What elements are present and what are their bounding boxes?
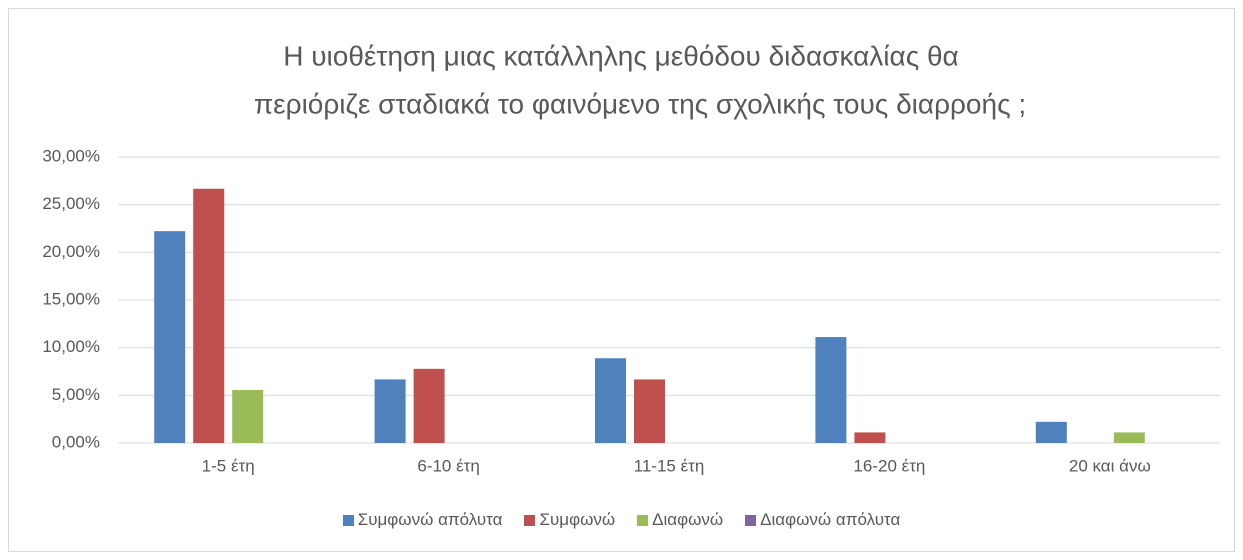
legend-label: Συμφωνώ bbox=[539, 510, 616, 529]
legend-label: Διαφωνώ bbox=[652, 510, 724, 529]
y-tick-label: 5,00% bbox=[52, 385, 100, 404]
x-tick-label: 11-15 έτη bbox=[634, 456, 705, 475]
bar bbox=[413, 368, 445, 443]
legend-item: Συμφωνώ απόλυτα bbox=[342, 510, 503, 530]
y-tick-label: 25,00% bbox=[42, 194, 100, 213]
bar bbox=[154, 231, 186, 443]
bar bbox=[232, 389, 264, 443]
y-tick-label: 15,00% bbox=[42, 289, 100, 308]
bar bbox=[193, 188, 225, 443]
y-tick-label: 10,00% bbox=[42, 337, 100, 356]
x-tick-label: 6-10 έτη bbox=[417, 456, 480, 475]
bar bbox=[1113, 432, 1145, 443]
legend-item: Διαφωνώ απόλυτα bbox=[745, 510, 900, 530]
y-tick-label: 30,00% bbox=[42, 146, 100, 165]
legend-swatch bbox=[524, 514, 536, 526]
y-tick-label: 20,00% bbox=[42, 242, 100, 261]
x-tick-label: 1-5 έτη bbox=[202, 456, 255, 475]
chart-title: Η υιοθέτηση μιας κατάλληλης μεθόδου διδα… bbox=[283, 40, 959, 71]
legend-label: Διαφωνώ απόλυτα bbox=[760, 510, 901, 529]
bar bbox=[374, 379, 406, 443]
legend-swatch bbox=[637, 514, 649, 526]
legend-item: Συμφωνώ bbox=[524, 510, 615, 530]
legend-item: Διαφωνώ bbox=[637, 510, 723, 530]
bar bbox=[1035, 421, 1067, 443]
bar bbox=[854, 432, 886, 443]
x-tick-label: 16-20 έτη bbox=[853, 456, 925, 475]
chart-title: περιόριζε σταδιακά το φαινόμενο της σχολ… bbox=[254, 88, 1026, 119]
bar bbox=[815, 337, 847, 443]
legend-swatch bbox=[342, 514, 354, 526]
bar bbox=[595, 358, 626, 443]
legend-label: Συμφωνώ απόλυτα bbox=[357, 510, 503, 529]
legend-swatch bbox=[745, 514, 757, 526]
bar bbox=[634, 379, 665, 443]
x-tick-label: 20 και άνω bbox=[1069, 456, 1151, 475]
y-tick-label: 0,00% bbox=[52, 432, 100, 451]
legend: Συμφωνώ απόλυτα Συμφωνώ Διαφωνώ Διαφωνώ από… bbox=[0, 510, 1243, 530]
